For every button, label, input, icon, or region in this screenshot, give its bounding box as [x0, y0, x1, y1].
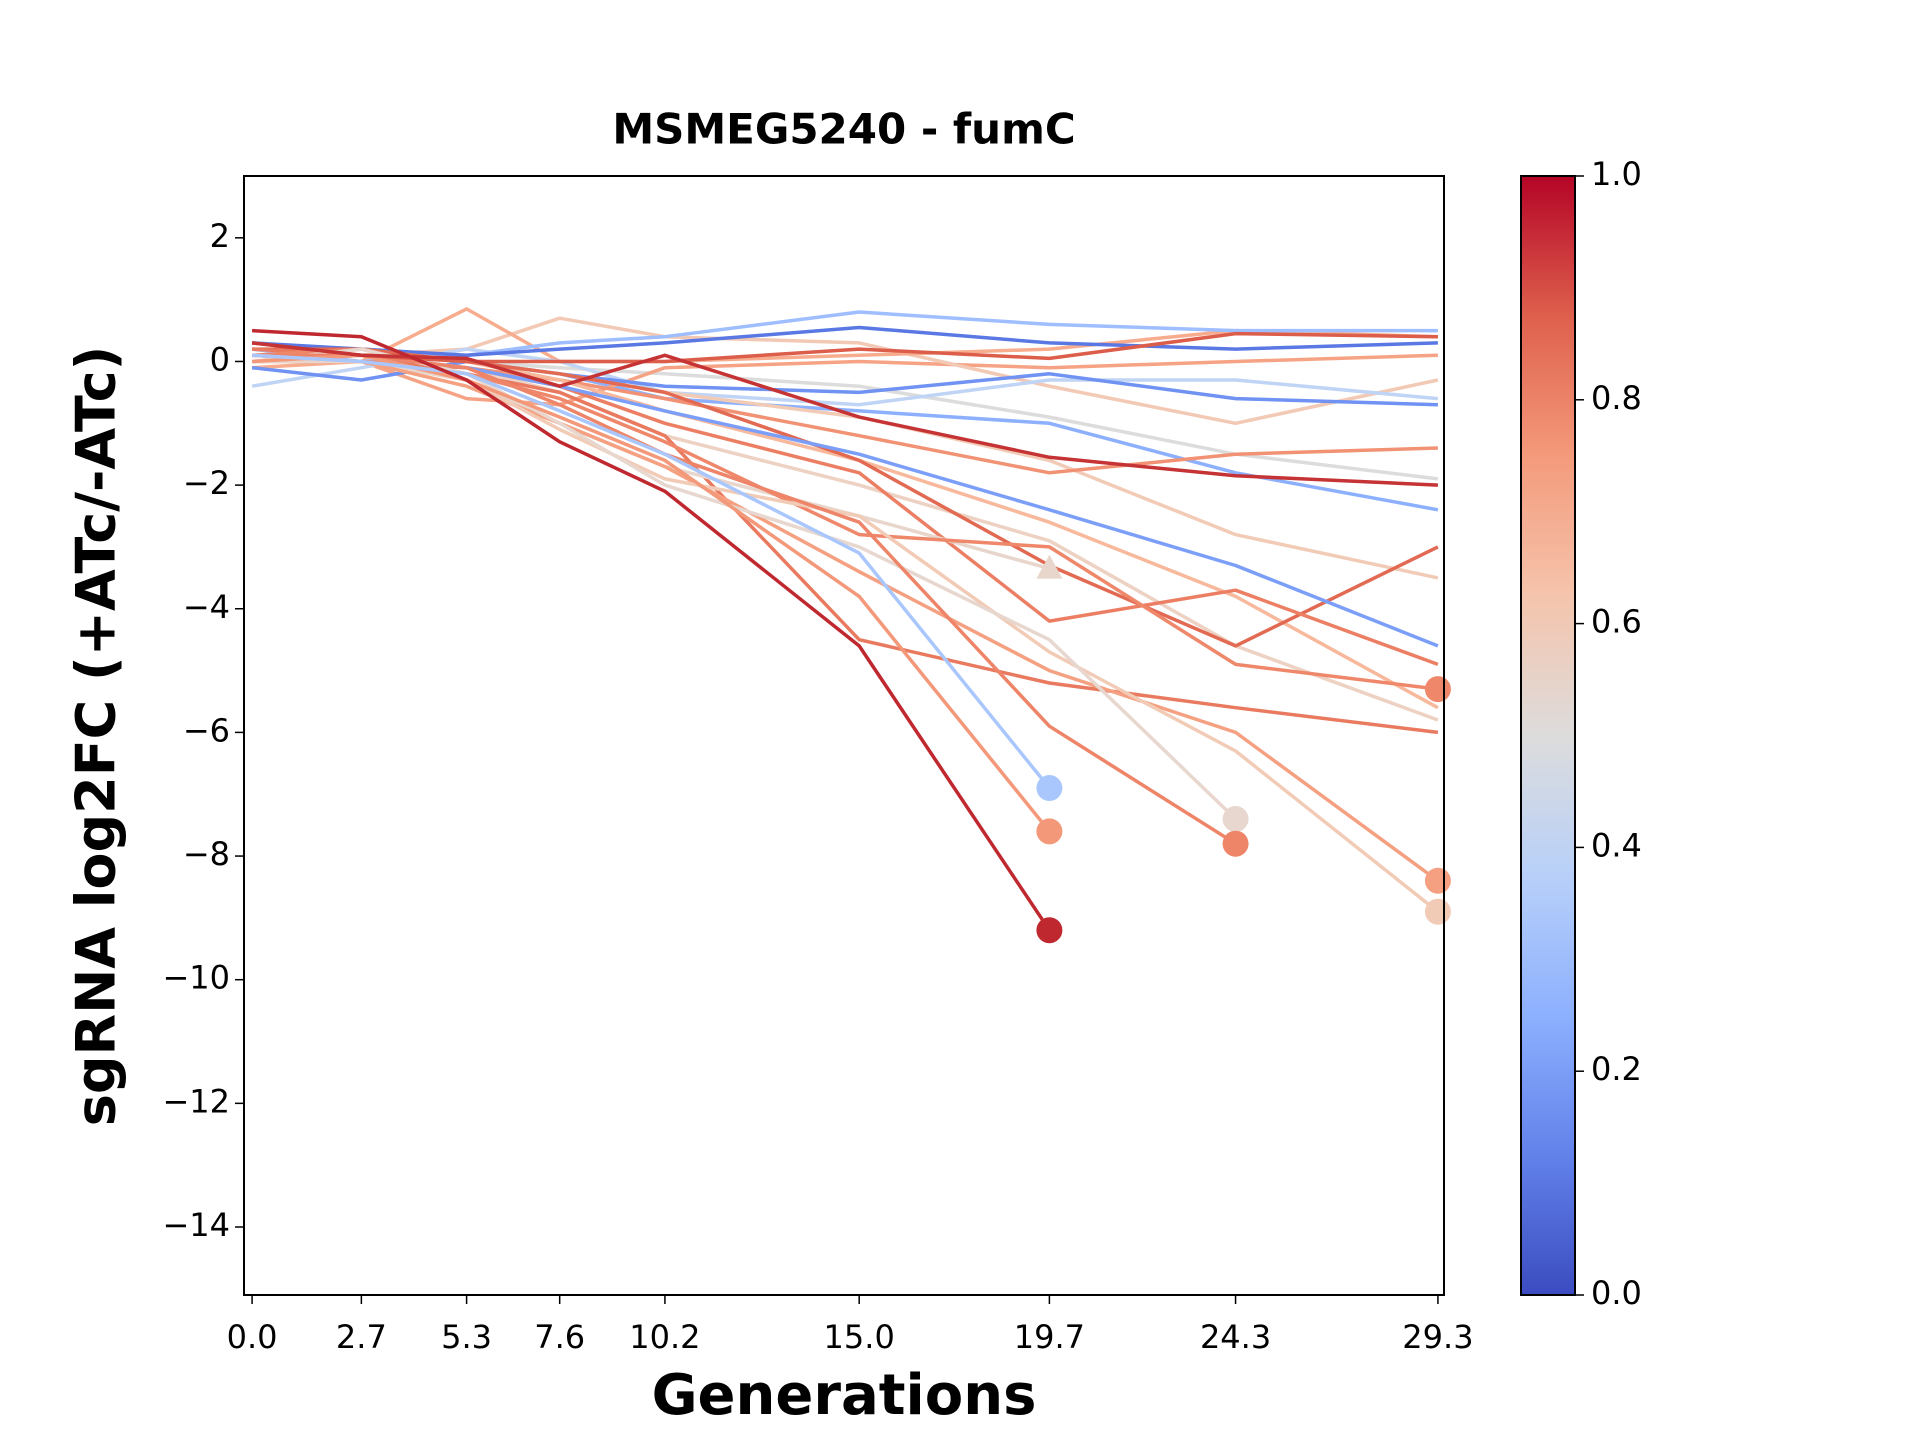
x-tick-label: 0.0 [227, 1318, 278, 1356]
end-marker [1424, 867, 1451, 894]
series-line [251, 347, 1237, 821]
plot-lines [251, 307, 1451, 944]
end-marker [1036, 917, 1063, 944]
end-marker [1036, 818, 1063, 845]
x-tick-label: 29.3 [1402, 1318, 1473, 1356]
end-marker [1424, 898, 1451, 925]
series-line [252, 353, 1439, 667]
end-marker [1036, 775, 1063, 802]
x-tick-label: 15.0 [824, 1318, 895, 1356]
x-tick-label: 19.7 [1014, 1318, 1085, 1356]
colorbar-tick-label: 0.2 [1591, 1050, 1642, 1088]
y-tick-label: −2 [183, 464, 230, 502]
x-tick-label: 5.3 [441, 1318, 492, 1356]
x-tick-label: 7.6 [534, 1318, 585, 1356]
colorbar [1520, 175, 1576, 1296]
series-line [251, 359, 1438, 407]
chart-title: MSMEG5240 - fumC [612, 105, 1075, 154]
y-tick-label: −10 [162, 959, 230, 997]
series-line [252, 353, 1051, 790]
plot-frame [243, 175, 1445, 1296]
y-tick-label: 0 [210, 340, 230, 378]
end-marker [1036, 554, 1063, 579]
colorbar-tick-label: 1.0 [1591, 155, 1642, 193]
y-tick-label: 2 [210, 217, 230, 255]
series-line [252, 353, 1439, 883]
series-line [252, 347, 1439, 648]
end-marker [1424, 676, 1451, 703]
colorbar-tick-label: 0.6 [1591, 603, 1642, 641]
colorbar-tick-label: 0.0 [1591, 1274, 1642, 1312]
x-tick-label: 24.3 [1200, 1318, 1271, 1356]
x-axis-label: Generations [652, 1363, 1037, 1428]
x-tick-label: 10.2 [629, 1318, 700, 1356]
colorbar-tick-label: 0.4 [1591, 826, 1642, 864]
x-tick-label: 2.7 [336, 1318, 387, 1356]
end-marker [1222, 805, 1249, 832]
colorbar-tick-label: 0.8 [1591, 379, 1642, 417]
series-line [252, 353, 1051, 833]
y-axis-label: sgRNA log2FC (+ATc/-ATc) [65, 346, 128, 1127]
y-tick-label: −6 [183, 711, 230, 749]
end-marker [1222, 830, 1249, 857]
y-tick-label: −8 [183, 835, 230, 873]
series-line [251, 341, 1438, 487]
y-tick-label: −4 [183, 588, 230, 626]
y-tick-label: −12 [162, 1082, 230, 1120]
series-line [252, 347, 1439, 735]
series-line [252, 328, 1051, 932]
y-tick-label: −14 [162, 1206, 230, 1244]
